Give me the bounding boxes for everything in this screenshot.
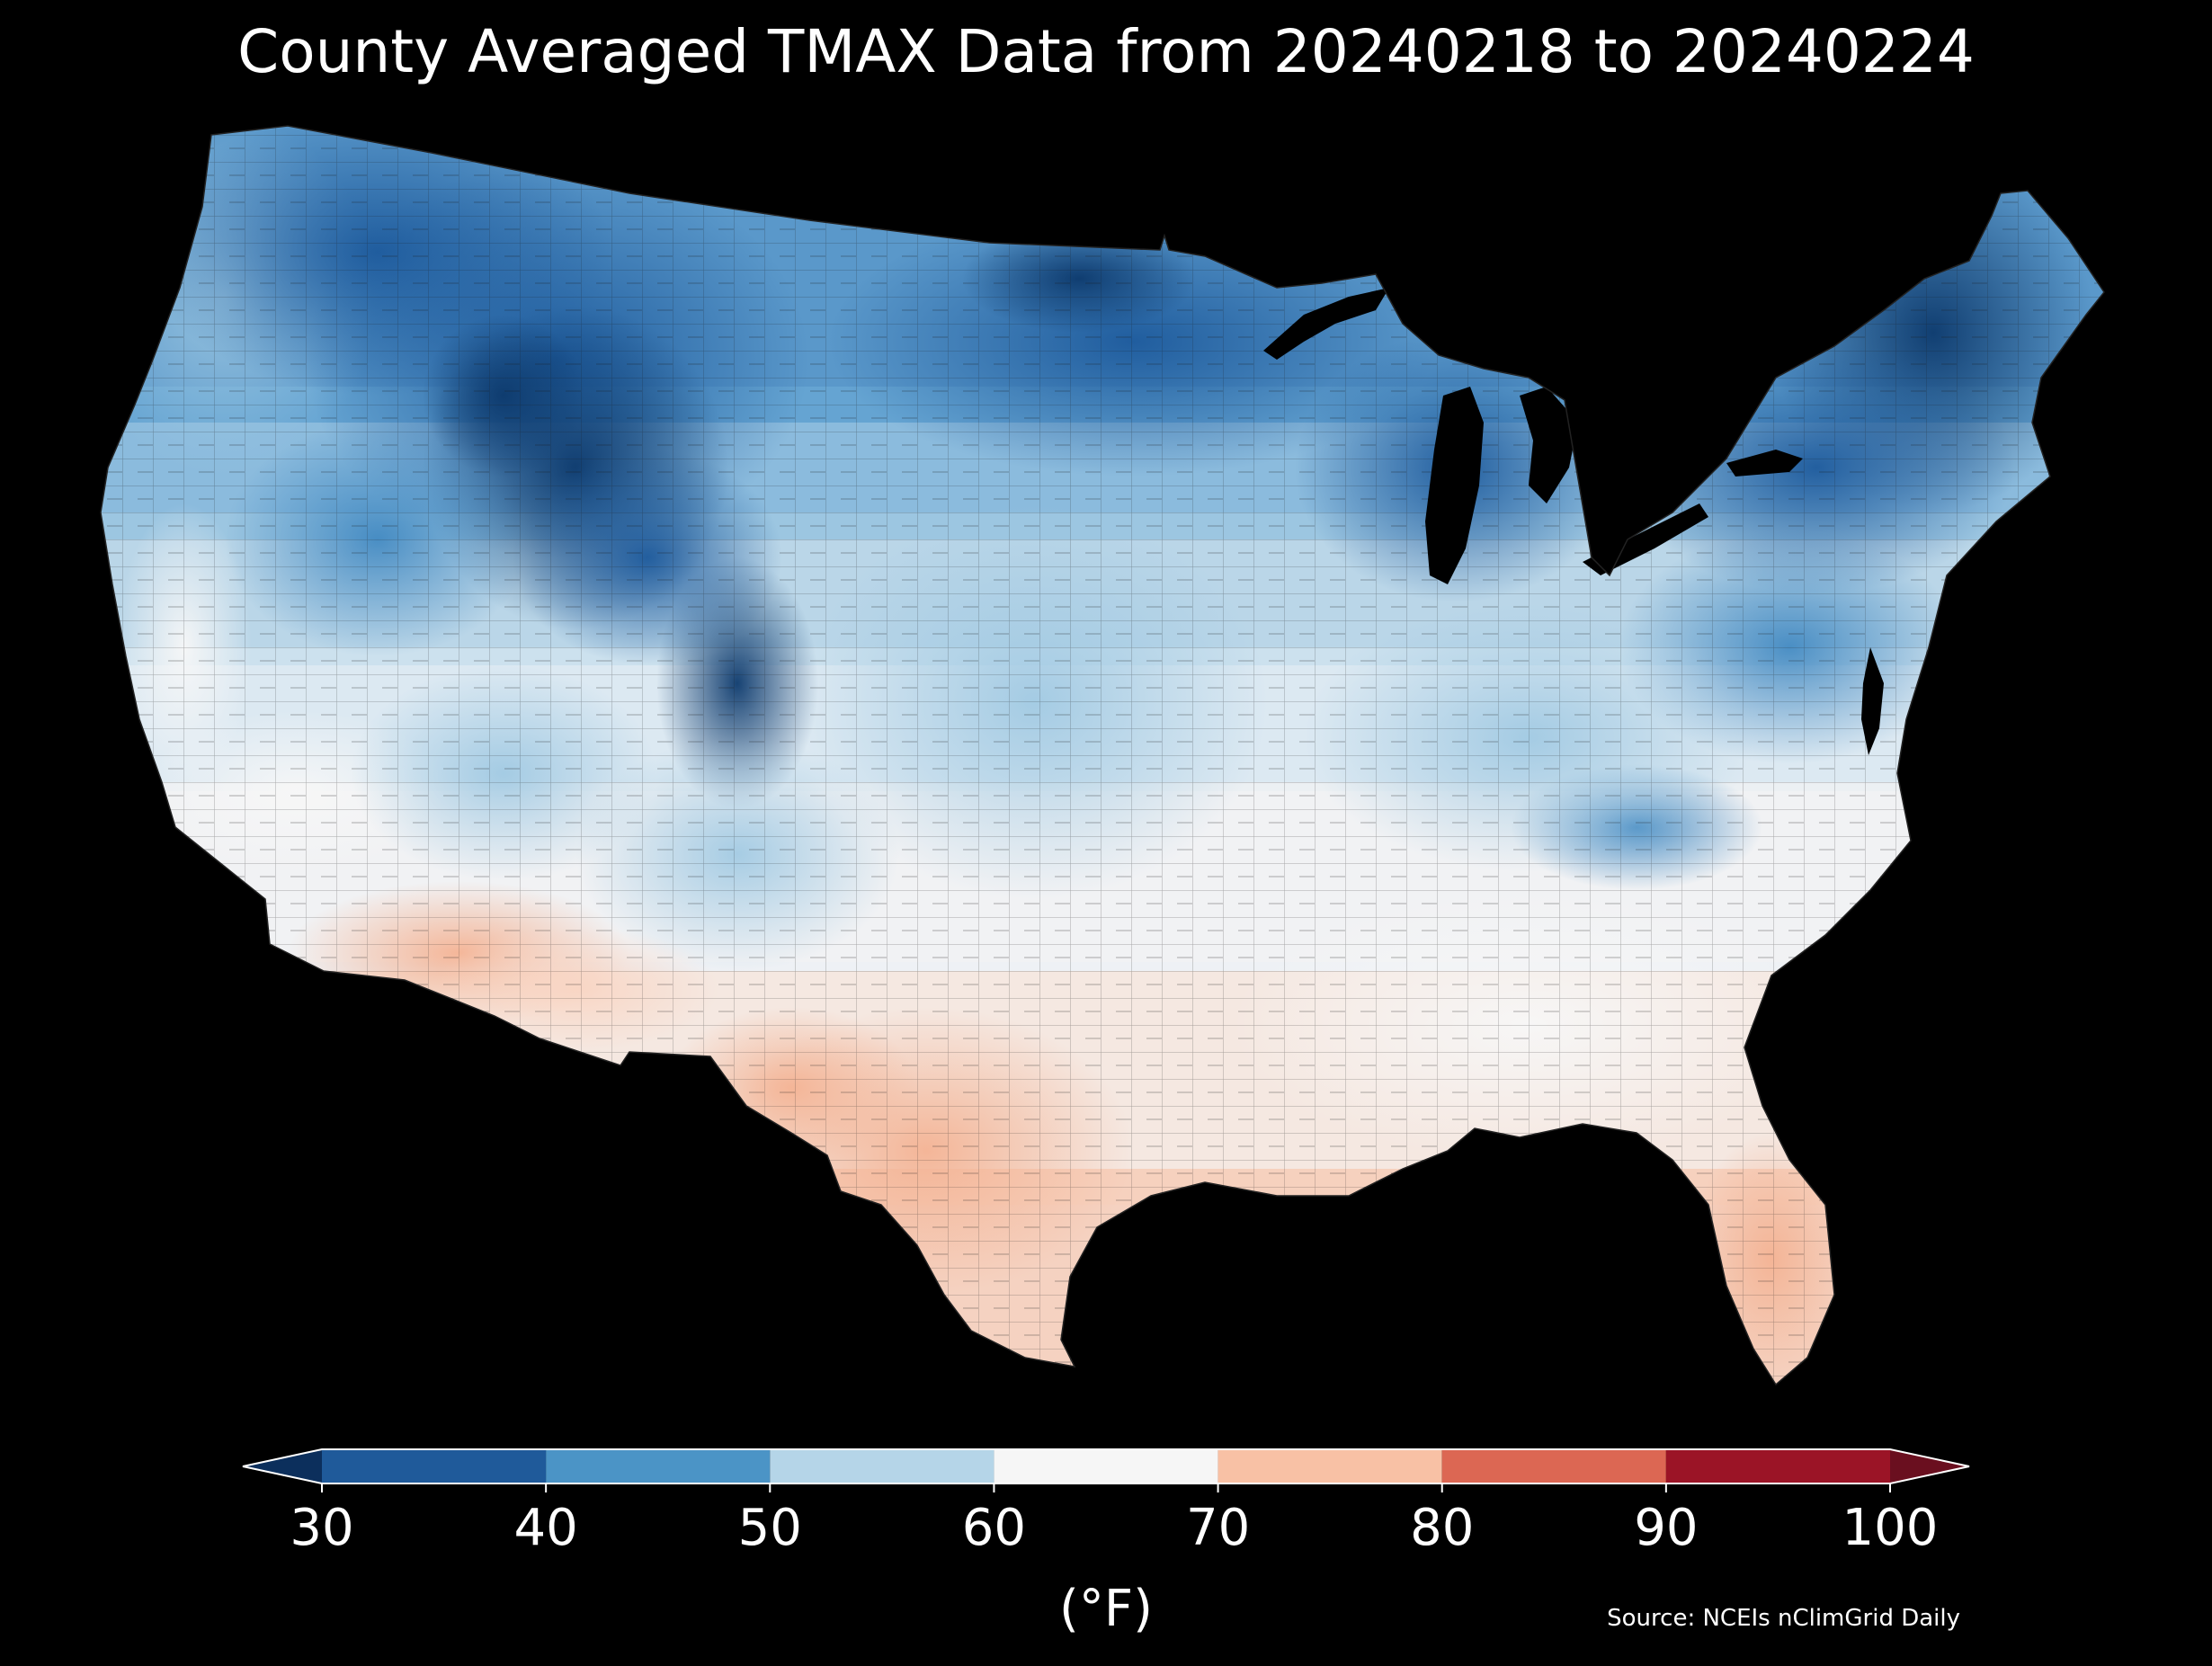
colorbar-bin-50-60: [770, 1449, 995, 1483]
colorbar-tick-label: 60: [962, 1499, 1026, 1557]
lake-huron: [1520, 387, 1578, 503]
lake-ontario: [1726, 450, 1803, 477]
colorbar-tick-label: 90: [1634, 1499, 1698, 1557]
colorbar-bin-30-40: [322, 1449, 547, 1483]
colorbar-tick-label: 80: [1410, 1499, 1474, 1557]
lake-michigan: [1425, 387, 1484, 584]
colorbar-tick-label: 50: [738, 1499, 802, 1557]
source-credit: Source: NCEIs nClimGrid Daily: [1607, 1605, 1960, 1632]
colorbar-tick-label: 100: [1842, 1499, 1939, 1557]
colorbar-tick-label: 30: [290, 1499, 353, 1557]
colorbar-bin-90-100: [1665, 1449, 1890, 1483]
lake-superior: [1263, 288, 1389, 360]
colorbar-bin-40-50: [546, 1449, 771, 1483]
map-title: County Averaged TMAX Data from 20240218 …: [237, 17, 1975, 86]
colorbar-bin-60-70: [994, 1449, 1218, 1483]
colorbar-extend-over: [1890, 1449, 1969, 1483]
colorbar-bin-70-80: [1217, 1449, 1442, 1483]
lake-erie: [1583, 503, 1708, 575]
colorbar-tick-label: 70: [1186, 1499, 1250, 1557]
colorbar-extend-under: [243, 1449, 322, 1483]
colorbar-unit-label: (°F): [1059, 1580, 1153, 1638]
chesapeake-bay: [1861, 647, 1884, 755]
colorbar-tick-label: 40: [514, 1499, 578, 1557]
colorbar-bin-80-90: [1441, 1449, 1666, 1483]
colorbar: 30 40 50 60 70 80 90 100: [242, 1448, 1970, 1557]
